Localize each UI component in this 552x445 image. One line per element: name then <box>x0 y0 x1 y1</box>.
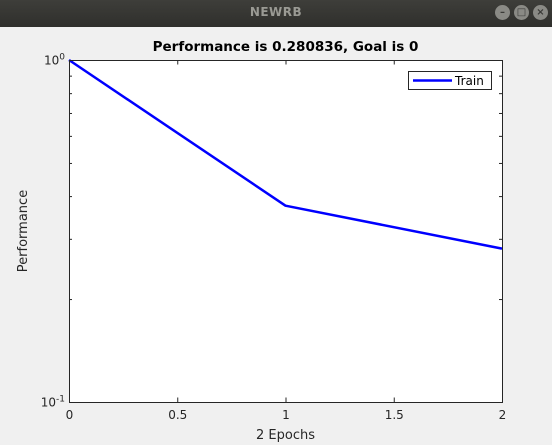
figure-canvas: Performance is 0.280836, Goal is 0 2 Epo… <box>0 27 552 445</box>
chart-title: Performance is 0.280836, Goal is 0 <box>153 39 419 55</box>
y-axis-label: Performance <box>16 190 31 272</box>
series-line-train <box>68 58 503 250</box>
window-controls: – □ × <box>495 5 548 20</box>
x-tick-label: 2 <box>499 408 507 422</box>
plot-area <box>69 60 502 402</box>
legend-label-train: Train <box>454 74 484 88</box>
y-tick-label: 100 <box>44 53 65 68</box>
performance-chart: Performance is 0.280836, Goal is 0 2 Epo… <box>16 39 507 443</box>
close-button[interactable]: × <box>533 5 548 20</box>
x-axis-label: 2 Epochs <box>256 428 315 443</box>
window-title: NEWRB <box>249 5 303 19</box>
x-tick-label: 0 <box>66 408 74 422</box>
window-titlebar[interactable]: NEWRB – □ × <box>0 0 552 27</box>
x-tick-label: 0.5 <box>168 408 187 422</box>
x-tick-label: 1.5 <box>385 408 404 422</box>
y-tick-label: 10-1 <box>41 395 65 410</box>
legend[interactable]: Train <box>408 71 492 90</box>
plot-frame <box>69 60 503 403</box>
series-group <box>68 58 503 250</box>
maximize-button[interactable]: □ <box>514 5 529 20</box>
minimize-button[interactable]: – <box>495 5 510 20</box>
x-tick-label: 1 <box>282 408 290 422</box>
